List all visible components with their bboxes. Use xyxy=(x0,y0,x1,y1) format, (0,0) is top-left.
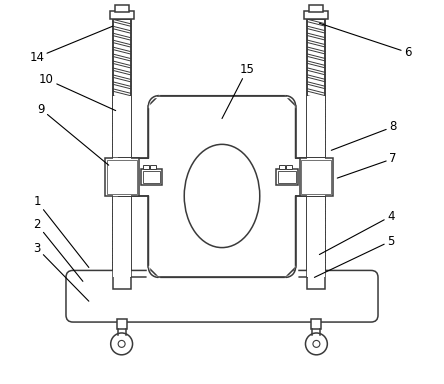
Bar xyxy=(143,171,160,183)
Bar xyxy=(113,96,131,277)
Circle shape xyxy=(313,341,320,348)
Circle shape xyxy=(305,333,327,355)
Text: 10: 10 xyxy=(39,73,116,111)
Text: 8: 8 xyxy=(331,121,396,150)
Bar xyxy=(117,319,127,329)
Text: 6: 6 xyxy=(319,23,411,59)
Text: 9: 9 xyxy=(37,103,109,165)
Bar xyxy=(276,169,297,185)
Bar xyxy=(300,158,333,196)
Bar xyxy=(307,19,325,289)
FancyBboxPatch shape xyxy=(66,270,378,322)
Bar xyxy=(143,165,150,169)
Bar xyxy=(151,165,156,169)
Bar xyxy=(307,96,325,277)
Polygon shape xyxy=(119,96,325,277)
Bar xyxy=(311,319,321,329)
Ellipse shape xyxy=(184,144,260,248)
Circle shape xyxy=(111,333,133,355)
Text: 14: 14 xyxy=(29,26,113,64)
Text: 4: 4 xyxy=(319,210,394,255)
Bar xyxy=(278,171,296,183)
Bar xyxy=(285,165,292,169)
Bar xyxy=(105,158,139,196)
Bar xyxy=(110,11,134,19)
Bar xyxy=(113,19,131,289)
Bar xyxy=(307,19,325,289)
Text: 3: 3 xyxy=(33,242,89,301)
Bar xyxy=(140,169,163,185)
Bar xyxy=(301,160,331,194)
Bar xyxy=(107,160,137,194)
Bar xyxy=(279,165,285,169)
Circle shape xyxy=(118,341,125,348)
Bar xyxy=(307,158,325,196)
Text: 5: 5 xyxy=(314,235,394,277)
Bar xyxy=(115,5,129,12)
Text: 1: 1 xyxy=(33,195,89,267)
Bar xyxy=(305,11,328,19)
Bar xyxy=(113,19,131,289)
Text: 15: 15 xyxy=(222,63,255,119)
Bar xyxy=(113,158,131,196)
Bar xyxy=(309,5,323,12)
Text: 2: 2 xyxy=(33,218,83,281)
Text: 7: 7 xyxy=(337,152,396,178)
